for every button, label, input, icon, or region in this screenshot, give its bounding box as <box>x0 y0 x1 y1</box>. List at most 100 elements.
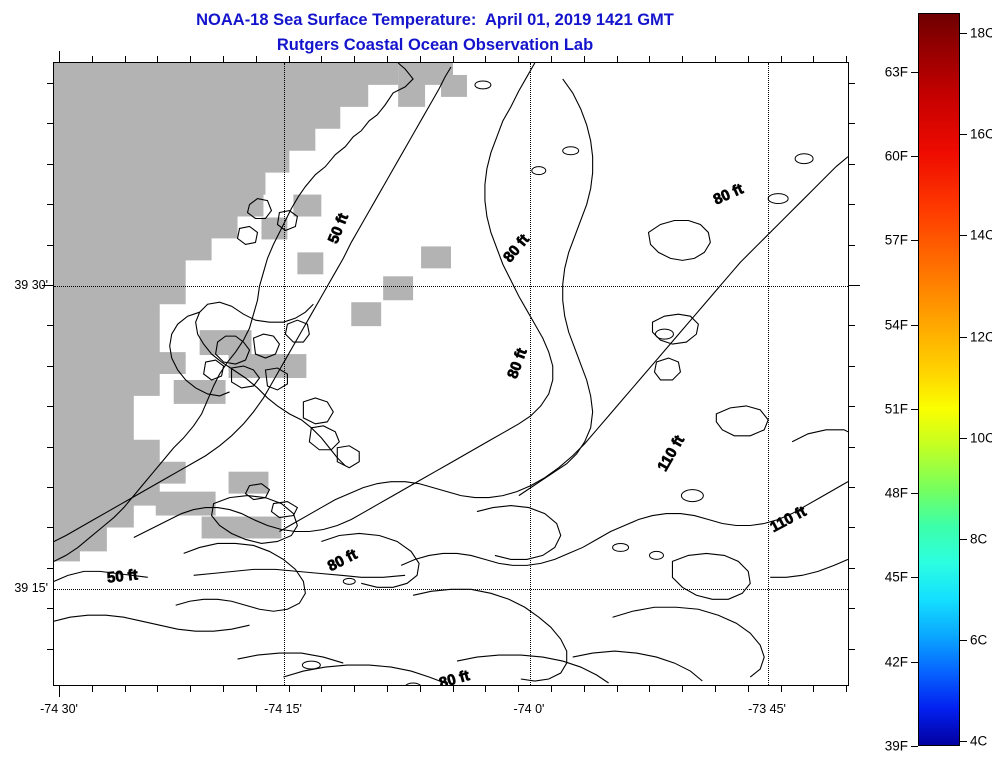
axis-tick <box>485 686 487 692</box>
colorbar-tick-fahrenheit <box>911 71 918 73</box>
colorbar-label-fahrenheit: 60F <box>884 148 908 164</box>
axis-tick <box>849 487 855 488</box>
bathymetry-contours <box>54 63 848 684</box>
axis-tick <box>452 686 454 692</box>
axis-tick <box>551 686 552 692</box>
colorbar-label-celsius: 8C <box>970 531 988 547</box>
colorbar-tick-celsius <box>960 336 967 338</box>
axis-tick <box>452 56 454 62</box>
graticule-horizontal <box>54 286 848 287</box>
colorbar-label-celsius: 6C <box>970 632 988 648</box>
colorbar-tick-celsius <box>960 639 967 641</box>
y-tick-label: 39 30' <box>14 278 48 292</box>
axis-tick <box>715 686 716 692</box>
axis-tick <box>780 56 782 62</box>
axis-tick <box>47 244 53 246</box>
axis-tick <box>321 56 323 62</box>
axis-tick <box>583 686 585 692</box>
colorbar-label-fahrenheit: 42F <box>884 654 908 670</box>
axis-tick <box>849 446 855 448</box>
axis-tick <box>91 686 93 692</box>
axis-tick <box>518 56 520 62</box>
colorbar-tick-fahrenheit <box>911 493 918 495</box>
axis-tick <box>223 686 224 692</box>
axis-tick <box>849 244 855 246</box>
title-line-2: Rutgers Coastal Ocean Observation Lab <box>276 36 594 54</box>
colorbar-label-fahrenheit: 51F <box>884 401 908 417</box>
colorbar[interactable]: 18C 16C 14C 12C 10C 8C 6C 4C 63F 60F 57F 54F 51F 48F 4… <box>885 13 992 754</box>
axis-tick <box>354 56 356 62</box>
axis-tick <box>47 527 53 529</box>
title-line-1: NOAA-18 Sea Surface Temperature: April 0… <box>196 11 674 29</box>
axis-tick <box>47 648 53 650</box>
axis-tick <box>849 204 855 206</box>
axis-tick <box>682 56 684 62</box>
axis-tick <box>849 406 855 408</box>
axis-tick <box>42 285 53 286</box>
axis-tick <box>47 446 53 448</box>
axis-tick <box>849 163 855 165</box>
axis-tick <box>124 686 126 692</box>
colorbar-label-fahrenheit: 63F <box>884 64 908 80</box>
colorbar-tick-celsius <box>960 235 967 237</box>
colorbar-tick-celsius <box>960 740 967 742</box>
axis-tick <box>59 51 60 62</box>
axis-tick <box>849 285 860 286</box>
colorbar-tick-celsius <box>960 33 967 35</box>
axis-tick <box>47 83 53 84</box>
axis-tick <box>354 686 356 692</box>
colorbar-label-celsius: 14C <box>970 227 992 243</box>
axis-tick <box>47 204 53 206</box>
axis-tick <box>682 686 684 692</box>
colorbar-label-fahrenheit: 57F <box>884 232 908 248</box>
axis-tick <box>616 56 618 62</box>
axis-tick <box>255 686 257 692</box>
axis-tick <box>518 686 520 692</box>
axis-tick <box>649 686 651 692</box>
islets <box>301 80 814 685</box>
axis-tick <box>849 567 855 569</box>
colorbar-label-celsius: 10C <box>970 430 992 446</box>
y-tick-label: 39 15' <box>14 581 48 595</box>
x-tick-label: -74 30' <box>40 702 78 716</box>
axis-tick <box>419 56 421 62</box>
colorbar-tick-celsius <box>960 134 967 136</box>
colorbar-label-fahrenheit: 45F <box>884 569 908 585</box>
axis-tick <box>849 83 855 84</box>
axis-tick <box>387 56 388 62</box>
contour-label-50ft: 50 ft <box>106 566 139 587</box>
cloud-land-mask <box>54 63 467 562</box>
colorbar-label-celsius: 4C <box>970 733 988 749</box>
graticule-horizontal <box>54 589 848 590</box>
axis-tick <box>157 56 159 62</box>
axis-tick <box>849 527 855 529</box>
axis-tick <box>849 648 855 650</box>
colorbar-tick-fahrenheit <box>911 408 918 410</box>
coastline <box>54 63 414 562</box>
map-plot-area[interactable]: 50 ft 80 ft 80 ft 80 ft 110 ft 110 ft 50… <box>53 62 849 686</box>
axis-tick <box>47 406 53 408</box>
colorbar-tick-fahrenheit <box>911 156 918 158</box>
colorbar-tick-fahrenheit <box>911 240 918 242</box>
colorbar-gradient <box>918 13 960 746</box>
axis-tick <box>485 56 487 62</box>
axis-tick <box>780 686 782 692</box>
graticule-vertical <box>530 63 531 685</box>
x-tick-label: -73 45' <box>748 702 786 716</box>
axis-tick <box>846 56 848 62</box>
axis-tick <box>190 56 192 62</box>
axis-tick <box>59 686 60 697</box>
axis-tick <box>849 608 855 610</box>
axis-tick <box>47 123 53 125</box>
axis-tick <box>288 56 290 62</box>
axis-tick <box>91 56 93 62</box>
colorbar-label-celsius: 16C <box>970 126 992 142</box>
axis-tick <box>583 56 585 62</box>
axis-tick <box>387 686 388 692</box>
axis-tick <box>47 163 53 165</box>
axis-tick <box>849 123 855 125</box>
axis-tick <box>47 567 53 569</box>
x-tick-label: -74 0' <box>513 702 545 716</box>
colorbar-tick-fahrenheit <box>911 324 918 326</box>
colorbar-tick-fahrenheit <box>911 661 918 663</box>
